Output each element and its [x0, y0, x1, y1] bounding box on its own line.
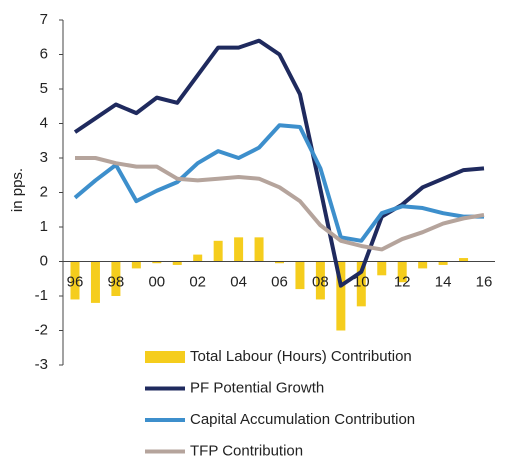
bar — [193, 254, 203, 262]
x-tick-label: 04 — [230, 273, 247, 290]
x-tick-label: 12 — [394, 273, 411, 290]
y-tick-label: 7 — [40, 11, 48, 28]
line — [73, 123, 484, 243]
y-tick-label: -2 — [35, 321, 48, 338]
x-tick-label: 98 — [108, 273, 125, 290]
y-tick-label: 0 — [40, 252, 48, 269]
x-tick-label: 08 — [312, 273, 329, 290]
y-tick-label: 4 — [40, 114, 48, 131]
y-tick-label: 5 — [40, 80, 48, 97]
x-tick-label: 96 — [67, 273, 84, 290]
x-tick-label: 00 — [148, 273, 165, 290]
line — [73, 38, 485, 288]
y-tick-label: 1 — [40, 218, 48, 235]
legend-label: Capital Accumulation Contribution — [190, 411, 415, 428]
y-tick-label: 2 — [40, 183, 48, 200]
legend-label: PF Potential Growth — [190, 379, 324, 396]
bar — [295, 261, 305, 290]
legend-swatch — [145, 351, 185, 363]
bar — [172, 261, 182, 265]
bar — [315, 261, 325, 300]
y-tick-label: -1 — [35, 287, 48, 304]
bar — [356, 261, 366, 307]
x-tick-label: 10 — [353, 273, 370, 290]
bar — [254, 237, 264, 262]
legend-label: TFP Contribution — [190, 442, 303, 459]
x-tick-label: 02 — [189, 273, 206, 290]
bar — [336, 261, 346, 331]
bar — [438, 261, 448, 265]
legend-label: Total Labour (Hours) Contribution — [190, 348, 412, 365]
y-tick-label: 6 — [40, 45, 48, 62]
bar — [111, 261, 121, 296]
x-tick-label: 06 — [271, 273, 288, 290]
bar — [377, 261, 387, 276]
y-tick-label: -3 — [35, 356, 48, 373]
bar — [131, 261, 141, 269]
x-tick-label: 16 — [476, 273, 493, 290]
line — [75, 156, 485, 252]
y-tick-label: 3 — [40, 149, 48, 166]
bar — [459, 258, 469, 262]
bar — [234, 237, 244, 262]
bar — [213, 240, 223, 262]
bar — [397, 261, 407, 283]
x-tick-label: 14 — [435, 273, 452, 290]
bar — [275, 261, 284, 264]
y-axis-title: in pps. — [9, 168, 26, 212]
bar — [70, 261, 80, 300]
bar — [90, 261, 100, 303]
bar — [418, 261, 428, 269]
bar — [152, 261, 162, 264]
